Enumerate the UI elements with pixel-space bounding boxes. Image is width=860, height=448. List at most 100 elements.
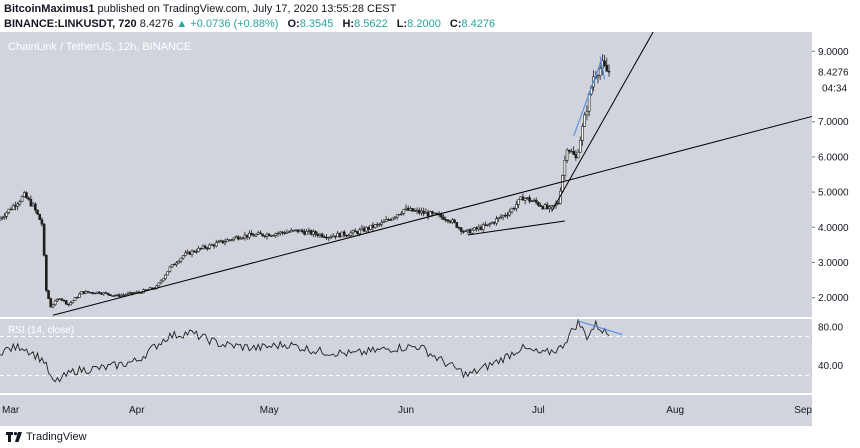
candle-body [464,230,467,232]
candle-body [329,236,333,239]
candle [16,202,19,211]
candle-body [406,207,410,211]
trendline[interactable] [52,115,813,316]
low-value: 8.2000 [407,18,441,30]
candle-body [420,210,423,214]
price-pane[interactable] [0,32,812,317]
rsi-divergence-line[interactable] [577,320,623,336]
candle-body [239,238,242,240]
candle [254,233,258,238]
candle-body [545,204,549,209]
candle [47,289,50,300]
candle-body [223,241,227,244]
high-value: 8.5622 [354,18,388,30]
candle-body [16,203,19,207]
candle-body [479,226,483,230]
candle [581,123,584,146]
price-tick-label: 4.0000 [818,223,849,234]
candle-body [596,75,600,78]
last-price-badge-text: 8.4276 [818,67,849,78]
candle-body [314,231,317,235]
candle-body [347,235,350,237]
candle [519,196,523,201]
rsi-line [0,318,610,383]
candle [400,211,403,216]
rsi-label: RSI (14, close) [8,325,74,336]
candle-body [508,211,512,216]
candle-body [27,197,30,200]
candle [347,233,350,237]
candle-body [548,206,551,209]
candle [446,219,450,224]
candle [470,227,474,235]
candle-body [195,251,198,253]
price-tick-label: 7.0000 [818,117,849,128]
candle-body [327,236,331,239]
candle-body [184,252,187,256]
highlight-line[interactable] [599,56,606,80]
candle-body [572,151,575,155]
candle-body [20,196,24,202]
candle [340,231,344,238]
candle-body [31,203,35,207]
trendline[interactable] [467,220,565,236]
candle-body [433,212,436,215]
candle [18,199,22,207]
candle-body [581,126,584,141]
candle [395,214,399,220]
candle-body [210,244,214,246]
trendline[interactable] [551,32,654,212]
candle-body [259,232,262,235]
candle-body [245,234,249,238]
price-chart[interactable]: 2.00003.00004.00005.00006.00007.00008.00… [0,32,860,426]
candle-body [104,292,108,294]
candle [60,298,64,302]
candle-body [510,208,514,213]
candle-body [579,140,582,153]
trendlines[interactable] [52,32,813,316]
candle [534,197,538,205]
candle [29,195,33,207]
candle [579,136,582,153]
candle [607,64,611,77]
candle [605,57,609,72]
time-labels: Mar Apr May Jun Jul Aug Sep [2,405,812,416]
candle-body [404,207,408,210]
candle [272,234,275,237]
candle-body [411,208,414,212]
highlight-line[interactable] [573,63,601,137]
rsi-axis[interactable]: 80.00 40.00 [818,322,843,372]
candle-body [159,280,163,284]
rsi-pane[interactable] [0,319,812,393]
tradingview-logo-icon[interactable] [6,432,22,442]
chart-header: BitcoinMaximus1 published on TradingView… [4,2,856,31]
candle [241,236,245,240]
candle [86,291,90,293]
candle [188,251,192,255]
candle [428,210,432,217]
candle-body [391,217,395,221]
candle-body [45,255,48,291]
candle [232,237,236,242]
candle-body [102,292,106,295]
candle-body [426,211,430,217]
candle-body [7,208,11,213]
candle-body [373,224,377,228]
highlight-lines[interactable] [573,56,606,137]
candle [338,232,342,238]
ohlc-line: BINANCE:LINKUSDT, 720 8.4276 ▲ +0.0736 (… [4,17,856,31]
candle-body [526,197,529,199]
candle [157,282,161,287]
author-name[interactable]: BitcoinMaximus1 [4,3,95,15]
candle [373,223,377,229]
candle-body [243,234,247,239]
candle-body [395,214,399,218]
candle-body [292,229,295,232]
candle-body [417,209,421,214]
symbol-label[interactable]: BINANCE:LINKUSDT, 720 [4,18,137,30]
candle [97,291,101,295]
candle [111,295,114,297]
candle [585,105,589,121]
candle-body [345,235,348,237]
time-axis[interactable] [0,395,812,426]
